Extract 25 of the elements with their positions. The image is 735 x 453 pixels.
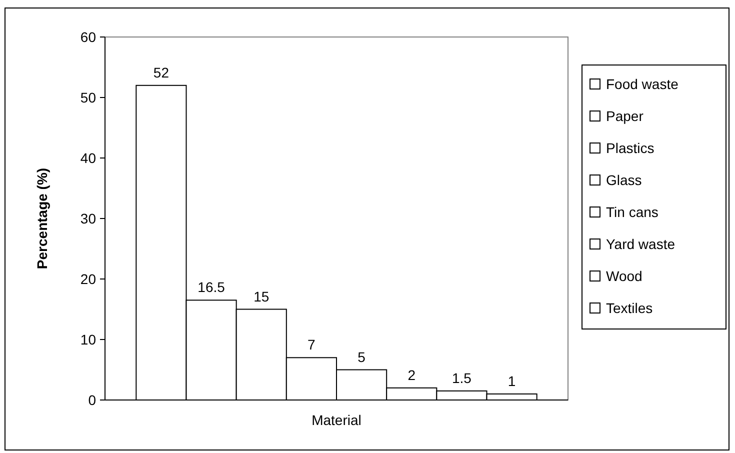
y-tick-label: 40 <box>80 150 96 166</box>
y-tick-label: 0 <box>88 392 96 408</box>
data-label: 2 <box>408 366 416 383</box>
data-label: 16.5 <box>198 279 226 296</box>
legend-label: Glass <box>606 172 642 188</box>
legend-label: Food waste <box>606 76 679 92</box>
data-label: 15 <box>254 288 270 304</box>
x-tick-label: Material <box>312 412 362 428</box>
data-label: 52 <box>153 64 170 80</box>
legend-label: Plastics <box>606 140 654 156</box>
y-tick-label: 20 <box>80 270 96 287</box>
data-label: 1 <box>508 372 516 389</box>
legend-label: Paper <box>606 108 644 124</box>
data-label: 1.5 <box>452 370 472 386</box>
y-tick-label: 30 <box>80 210 96 226</box>
legend-label: Yard waste <box>606 236 676 252</box>
legend-label: Wood <box>606 268 642 284</box>
data-label: 5 <box>358 348 366 365</box>
legend-label: Textiles <box>606 300 653 316</box>
y-tick-label: 60 <box>80 28 96 45</box>
y-tick-label: 50 <box>80 89 96 106</box>
legend-label: Tin cans <box>606 204 658 220</box>
y-tick-label: 10 <box>80 331 96 348</box>
y-axis-title: Percentage (%) <box>34 168 50 270</box>
data-label: 7 <box>308 336 316 353</box>
